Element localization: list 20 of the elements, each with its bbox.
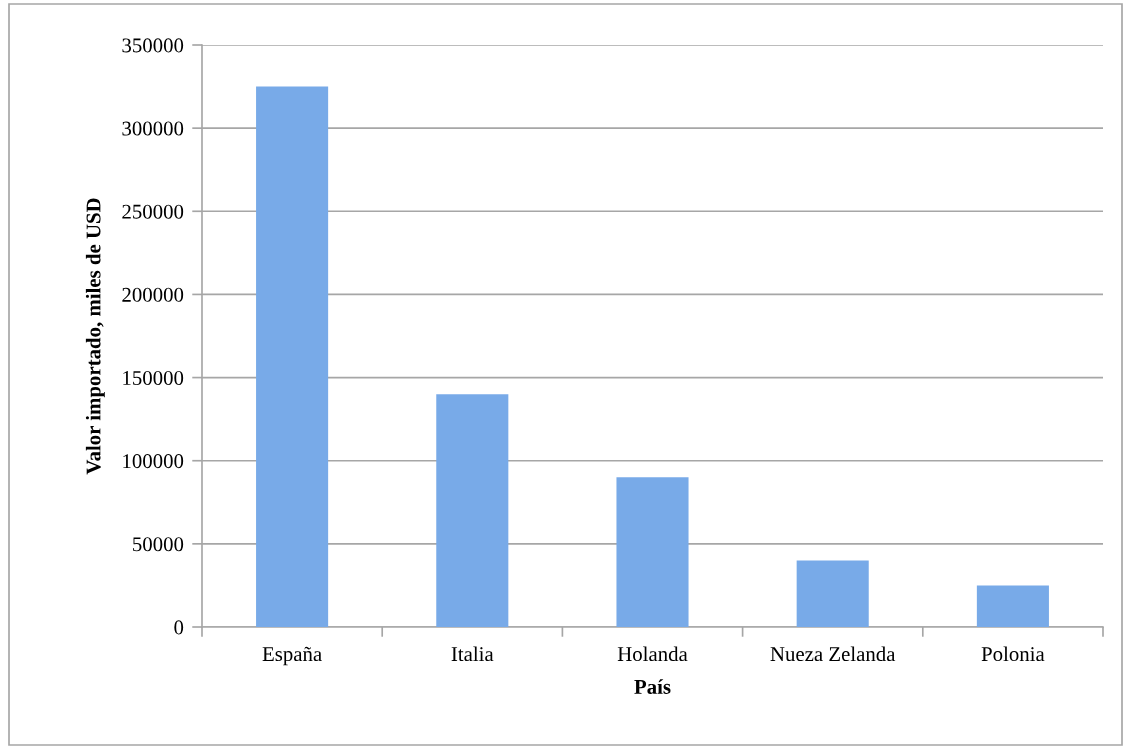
bar (976, 585, 1049, 627)
x-tick-label: Polonia (981, 646, 1045, 662)
x-tick-label: Nueza Zelanda (770, 646, 896, 662)
x-tick-label: Holanda (617, 646, 688, 662)
x-tick-label: Italia (451, 646, 494, 662)
bar (256, 86, 329, 627)
y-tick-label: 250000 (122, 204, 184, 219)
y-tick-label: 350000 (122, 38, 184, 53)
x-axis-title: País (634, 679, 671, 694)
bar (616, 477, 689, 627)
y-tick-label: 300000 (122, 121, 184, 136)
y-tick-label: 100000 (123, 454, 184, 469)
y-tick-label: 150000 (123, 370, 184, 385)
y-tick-label: 200000 (122, 287, 184, 302)
bar (436, 394, 509, 627)
bar (796, 560, 869, 627)
y-axis-title: Valor importado, miles de USD (85, 198, 105, 475)
y-tick-label: 50000 (133, 537, 184, 552)
x-tick-label: España (262, 646, 322, 666)
y-tick-label: 0 (174, 620, 184, 635)
